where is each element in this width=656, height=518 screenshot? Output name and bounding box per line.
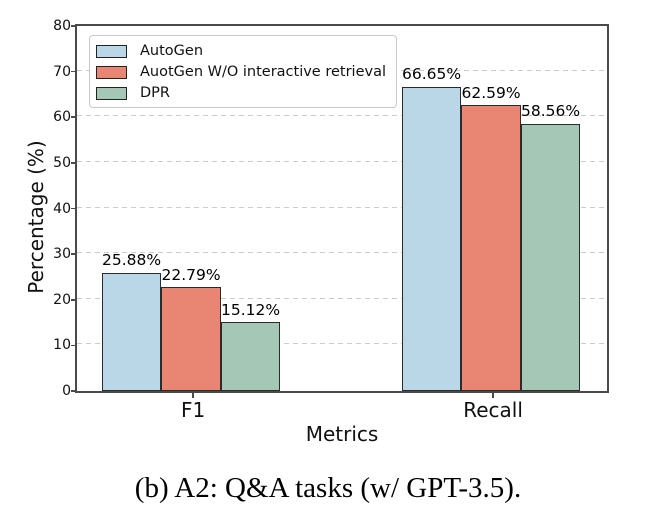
y-tick-label-70: 70 [53,63,71,80]
y-tick-mark [71,298,77,301]
plot-area: 25.88% 22.79% 15.12% 66.65% 62.59% 58.56% Aut… [75,24,609,393]
y-tick-label-40: 40 [53,200,71,217]
y-tick-label-80: 80 [53,18,71,34]
legend-swatch-icon [96,66,127,79]
y-tick-mark [71,390,77,392]
gridline-60 [77,115,607,117]
legend: AutoGen AuotGen W/O interactive retrieval… [89,35,397,108]
y-tick-label-50: 50 [53,154,71,171]
x-tick-mark [492,393,494,398]
y-tick-label-10: 10 [53,337,71,354]
legend-label: DPR [140,85,170,102]
y-tick-mark [71,25,77,27]
bar-recall-series-0 [401,86,462,391]
bar-value-label: 15.12% [221,300,281,319]
legend-row-0: AutoGen [96,41,396,62]
legend-swatch-icon [96,87,127,100]
y-tick-label-60: 60 [53,109,71,126]
gridline-20 [77,297,607,299]
legend-swatch-icon [96,45,127,58]
legend-row-2: DPR [96,83,396,104]
legend-label: AuotGen W/O interactive retrieval [140,64,386,81]
y-tick-label-20: 20 [53,291,71,308]
y-tick-mark [71,207,77,210]
x-tick-label-recall: Recall [463,398,523,422]
bar-value-label: 22.79% [161,265,221,284]
legend-row-1: AuotGen W/O interactive retrieval [96,62,396,83]
bar-value-label: 25.88% [102,251,162,270]
figure-caption: (b) A2: Q&A tasks (w/ GPT-3.5). [134,472,522,504]
y-tick-mark [71,253,77,255]
y-tick-mark [71,162,77,164]
y-tick-label-0: 0 [62,383,71,399]
bar-f1-series-0 [101,272,162,391]
x-tick-label-f1: F1 [180,398,206,422]
bar-value-label: 58.56% [520,102,581,121]
bar-f1-series-1 [161,287,221,391]
y-tick-mark [71,70,77,73]
bar-recall-series-2 [520,123,581,391]
gridline-50 [77,160,607,162]
y-tick-mark [71,344,77,347]
x-axis-title: Metrics [305,422,379,446]
x-tick-mark [192,393,194,398]
legend-label: AutoGen [140,43,204,60]
y-tick-mark [71,116,77,119]
y-tick-label-30: 30 [53,246,71,263]
gridline-30 [77,252,607,254]
gridline-10 [77,343,607,345]
bar-f1-series-2 [220,322,281,391]
bar-recall-series-1 [461,105,521,391]
gridline-40 [77,206,607,208]
bar-value-label: 66.65% [401,65,462,84]
bar-value-label: 62.59% [461,83,521,102]
